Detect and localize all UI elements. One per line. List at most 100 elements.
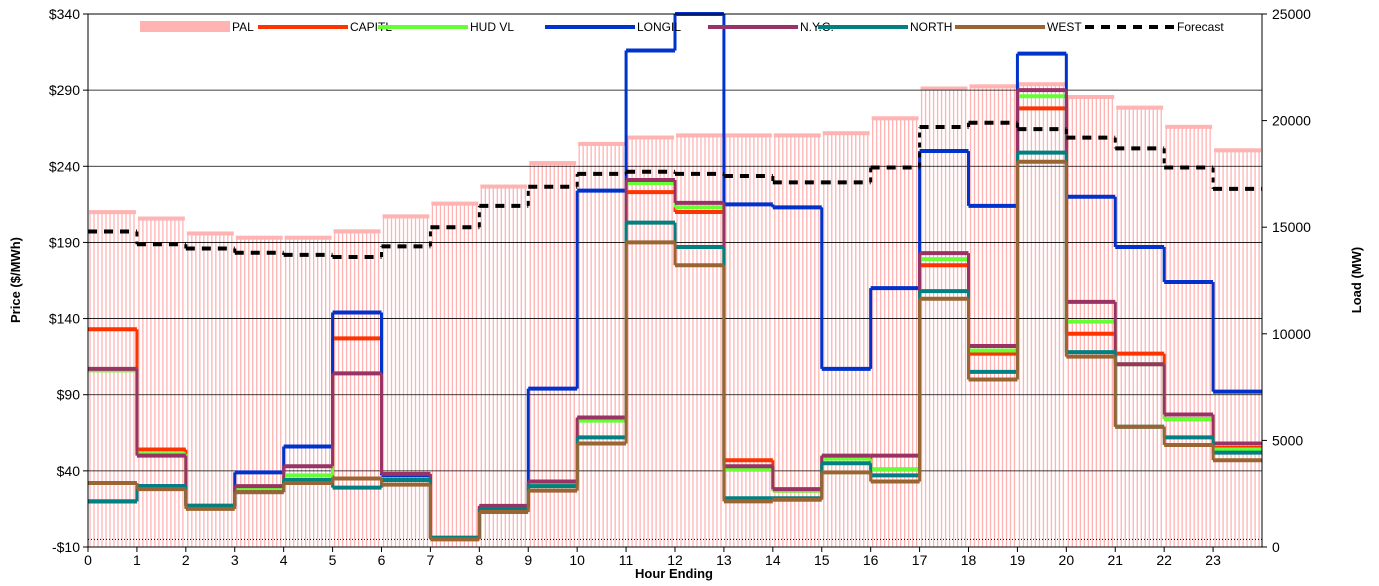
- legend-label: PAL: [232, 20, 254, 34]
- y2-tick-label: 0: [1272, 539, 1280, 555]
- legend-swatch: [140, 21, 230, 32]
- bar-pal-23: [1214, 148, 1261, 547]
- y-tick-label: $140: [49, 311, 80, 327]
- x-tick-label: 5: [329, 552, 337, 568]
- bar-cap: [1018, 82, 1066, 87]
- bar-pal-18: [969, 84, 1017, 547]
- bar-pal-6: [382, 214, 430, 547]
- bar-cap: [871, 116, 919, 121]
- legend-item-pal: PAL: [140, 20, 254, 34]
- legend-item-n-y-c: N.Y.C.: [708, 20, 834, 34]
- legend-item-forecast: Forecast: [1085, 20, 1224, 34]
- series-lines-layer: [88, 12, 1262, 542]
- x-tick-label: 9: [524, 552, 532, 568]
- bar-cap: [920, 86, 968, 91]
- bar-cap: [529, 161, 577, 166]
- bar-cap: [1067, 95, 1115, 100]
- bar-cap: [1165, 124, 1213, 129]
- bar-cap: [1214, 148, 1261, 153]
- legend-label: LONGIL: [637, 20, 681, 34]
- y2-axis-label: Load (MW): [1349, 247, 1364, 313]
- bar-cap: [480, 184, 528, 189]
- y-tick-label: -$10: [52, 539, 80, 555]
- bar-pal-4: [284, 235, 332, 547]
- y-axis-label: Price ($/MWh): [8, 237, 23, 323]
- x-tick-label: 0: [84, 552, 92, 568]
- x-tick-label: 19: [1010, 552, 1026, 568]
- bar-cap: [137, 216, 185, 221]
- y2-tick-label: 15000: [1272, 219, 1311, 235]
- bar-cap: [382, 214, 430, 219]
- bar-pal-15: [822, 131, 870, 547]
- x-tick-label: 3: [231, 552, 239, 568]
- bar-cap: [724, 133, 772, 138]
- bar-pal-8: [480, 184, 528, 547]
- load-bars-layer: [89, 82, 1261, 547]
- y-tick-label: $290: [49, 82, 80, 98]
- x-tick-label: 2: [182, 552, 190, 568]
- x-tick-label: 22: [1156, 552, 1172, 568]
- bar-cap: [186, 231, 234, 236]
- x-tick-label: 4: [280, 552, 288, 568]
- legend-item-north: NORTH: [818, 20, 952, 34]
- x-tick-label: 16: [863, 552, 879, 568]
- legend-label: NORTH: [910, 20, 952, 34]
- x-tick-label: 8: [475, 552, 483, 568]
- bar-pal-1: [137, 216, 185, 547]
- bar-cap: [89, 210, 136, 215]
- bar-cap: [431, 201, 479, 206]
- x-tick-label: 20: [1059, 552, 1075, 568]
- bar-pal-3: [235, 235, 283, 547]
- bar-pal-14: [773, 133, 821, 547]
- bar-cap: [676, 133, 723, 138]
- bar-pal-22: [1165, 124, 1213, 547]
- x-tick-label: 7: [427, 552, 435, 568]
- legend-label: HUD VL: [470, 20, 514, 34]
- bar-cap: [235, 235, 283, 240]
- bar-pal-11: [627, 135, 674, 547]
- y2-tick-label: 25000: [1272, 6, 1311, 22]
- y-tick-label: $40: [57, 463, 81, 479]
- legend-item-capitl: CAPITL: [258, 20, 392, 34]
- x-tick-label: 10: [569, 552, 585, 568]
- bar-pal-19: [1018, 82, 1066, 547]
- y2-tick-label: 5000: [1272, 432, 1303, 448]
- x-tick-label: 15: [814, 552, 830, 568]
- bar-pal-7: [431, 201, 479, 547]
- y2-tick-label: 20000: [1272, 113, 1311, 129]
- y2-tick-label: 10000: [1272, 326, 1311, 342]
- x-tick-label: 13: [716, 552, 732, 568]
- x-tick-label: 18: [961, 552, 977, 568]
- bar-pal-0: [89, 210, 136, 547]
- y-tick-label: $240: [49, 158, 80, 174]
- bar-cap: [1116, 105, 1164, 110]
- bar-cap: [627, 135, 674, 140]
- y-tick-label: $340: [49, 6, 80, 22]
- legend-label: WEST: [1047, 20, 1082, 34]
- bar-cap: [822, 131, 870, 136]
- y-tick-label: $90: [57, 387, 81, 403]
- bar-cap: [773, 133, 821, 138]
- x-tick-label: 21: [1107, 552, 1123, 568]
- legend-label: N.Y.C.: [800, 20, 834, 34]
- x-tick-label: 17: [912, 552, 928, 568]
- x-tick-label: 6: [378, 552, 386, 568]
- bar-pal-17: [920, 86, 968, 547]
- legend-label: Forecast: [1177, 20, 1224, 34]
- bar-cap: [284, 235, 332, 240]
- bar-cap: [333, 229, 381, 234]
- y-tick-label: $190: [49, 234, 80, 250]
- series-west: [88, 159, 1262, 542]
- bar-pal-13: [724, 133, 772, 547]
- x-tick-label: 1: [133, 552, 141, 568]
- bar-pal-12: [676, 133, 723, 547]
- legend-label: CAPITL: [350, 20, 392, 34]
- bar-pal-5: [333, 229, 381, 547]
- legend: PAL CAPITL HUD VL LONGIL N.Y.C. NORTH WEST Fore…: [140, 20, 1224, 34]
- bar-pal-21: [1116, 105, 1164, 547]
- legend-item-hud-vl: HUD VL: [378, 20, 514, 34]
- axes-layer: -$10 $40 $90 $140 $190 $240 $290 $340 0 5000 10000…: [49, 6, 1311, 568]
- bar-pal-10: [578, 141, 626, 547]
